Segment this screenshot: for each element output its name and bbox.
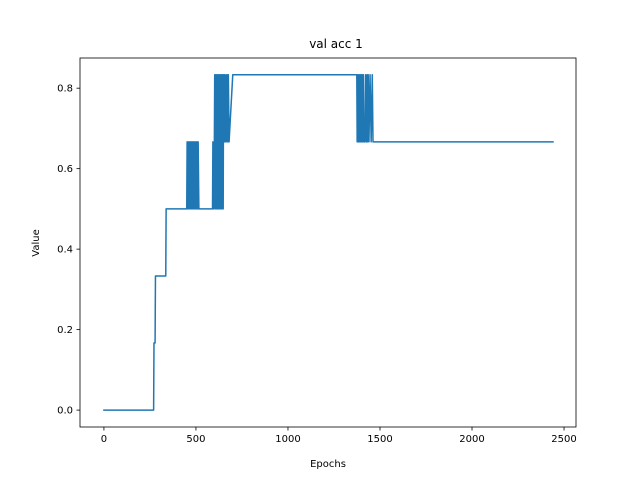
y-tick-label: 0.0 xyxy=(57,406,73,417)
x-tick-label: 500 xyxy=(186,434,205,445)
axes-frame xyxy=(79,57,577,428)
axis-ticks: 0 500 1000 1500 2000 2500 0.0 0.2 0.4 0.6 0.8 xyxy=(57,84,577,445)
x-tick-label: 1500 xyxy=(367,434,392,445)
x-tick-label: 2000 xyxy=(459,434,484,445)
chart-title: val acc 1 xyxy=(309,37,363,51)
y-tick-label: 0.8 xyxy=(57,84,73,95)
y-tick-label: 0.6 xyxy=(57,164,73,175)
x-tick-label: 2500 xyxy=(551,434,576,445)
y-tick-label: 0.2 xyxy=(57,325,73,336)
x-tick-label: 0 xyxy=(101,434,107,445)
series-line-0 xyxy=(103,74,554,411)
x-tick-label: 1000 xyxy=(275,434,300,445)
y-axis-label: Value xyxy=(31,229,42,256)
plot-area xyxy=(79,57,577,428)
y-tick-label: 0.4 xyxy=(57,245,73,256)
x-axis-label: Epochs xyxy=(310,459,346,470)
